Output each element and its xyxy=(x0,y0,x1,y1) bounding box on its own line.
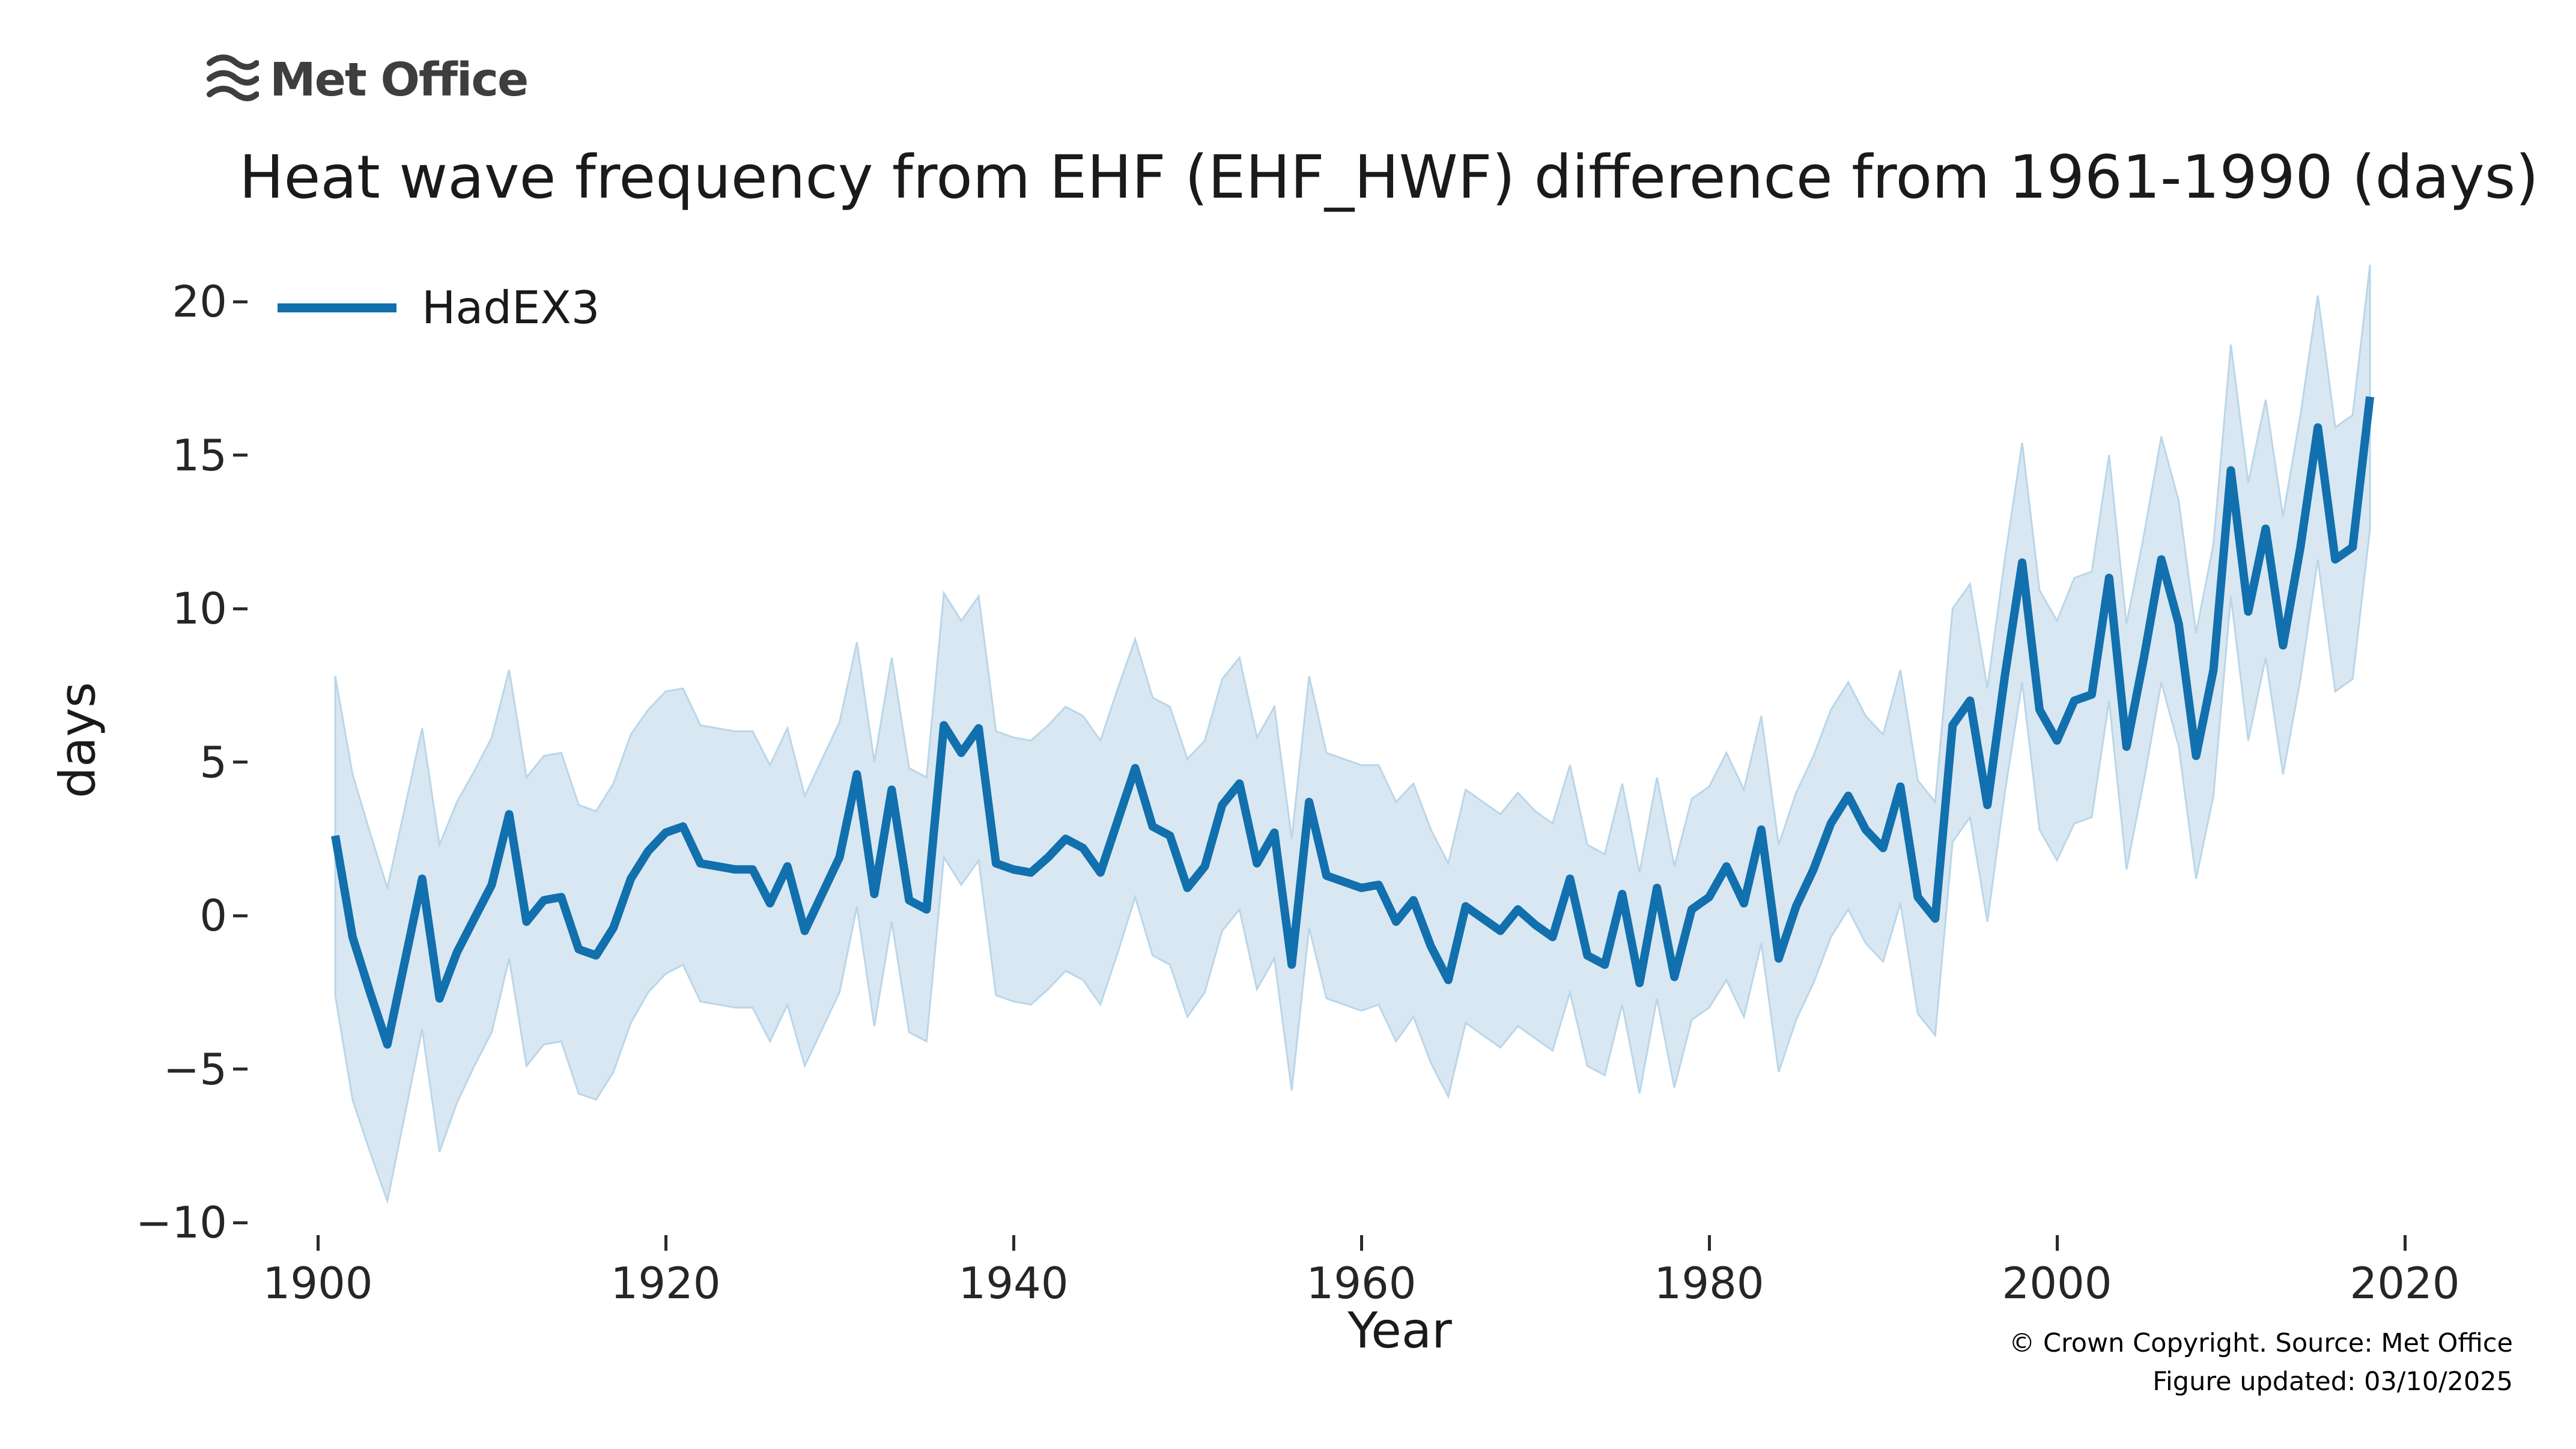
x-tick-mark xyxy=(2403,1235,2407,1251)
footer-copyright: © Crown Copyright. Source: Met Office xyxy=(2009,1328,2513,1358)
chart-title: Heat wave frequency from EHF (EHF_HWF) d… xyxy=(239,143,2539,212)
y-tick-mark xyxy=(233,1068,248,1071)
y-tick-mark xyxy=(233,454,248,457)
x-tick-label: 1940 xyxy=(958,1258,1069,1308)
footer-updated: Figure updated: 03/10/2025 xyxy=(2152,1367,2513,1397)
x-tick-label: 1900 xyxy=(263,1258,373,1308)
x-tick-mark xyxy=(1012,1235,1015,1251)
legend-line-swatch xyxy=(278,303,396,312)
legend-label: HadEX3 xyxy=(422,281,600,334)
y-tick-mark xyxy=(233,1221,248,1224)
x-tick-label: 1980 xyxy=(1654,1258,1764,1308)
met-office-waves-icon xyxy=(207,54,259,102)
y-tick-label: 15 xyxy=(172,430,227,481)
x-tick-label: 1960 xyxy=(1306,1258,1417,1308)
y-tick-label: 5 xyxy=(199,737,227,788)
y-tick-mark xyxy=(233,607,248,610)
x-tick-label: 1920 xyxy=(610,1258,721,1308)
met-office-logo: Met Office xyxy=(206,53,529,107)
x-tick-label: 2020 xyxy=(2350,1258,2460,1308)
footer: © Crown Copyright. Source: Met Office Fi… xyxy=(2009,1324,2513,1401)
x-tick-label: 2000 xyxy=(2002,1258,2112,1308)
y-tick-mark xyxy=(233,761,248,764)
x-tick-mark xyxy=(1359,1235,1363,1251)
x-tick-mark xyxy=(316,1235,320,1251)
x-tick-mark xyxy=(664,1235,667,1251)
y-tick-label: −5 xyxy=(163,1043,227,1095)
confidence-band xyxy=(334,264,2371,1204)
y-tick-mark xyxy=(233,300,248,303)
y-tick-label: 0 xyxy=(199,890,227,941)
y-tick-label: −10 xyxy=(136,1197,227,1248)
x-tick-mark xyxy=(1707,1235,1711,1251)
y-tick-label: 10 xyxy=(172,583,227,634)
legend: HadEX3 xyxy=(278,281,600,334)
x-tick-mark xyxy=(2055,1235,2059,1251)
y-tick-mark xyxy=(233,914,248,917)
y-tick-label: 20 xyxy=(172,276,227,327)
x-axis-label: Year xyxy=(1347,1302,1452,1359)
logo-text: Met Office xyxy=(270,53,529,107)
hadex3-line xyxy=(331,396,2375,1049)
